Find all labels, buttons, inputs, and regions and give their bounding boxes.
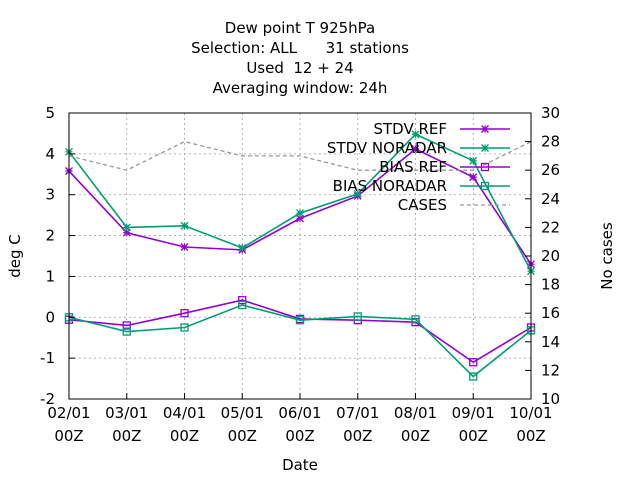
data-point [180,243,189,251]
y-tick-label: 1 [45,267,55,285]
y2-tick-label: 26 [541,161,560,179]
data-point [180,323,189,332]
y-tick-label: 0 [45,308,55,326]
y2-tick-label: 16 [541,304,560,322]
x-tick-label-time: 00Z [112,427,141,445]
data-point [238,243,247,252]
y2-tick-label: 20 [541,247,560,265]
y2-tick-label: 10 [541,390,560,408]
x-tick-label-time: 00Z [401,427,430,445]
series-layer [64,130,536,381]
plot-frame [68,112,532,400]
y2-tick-label: 24 [541,190,560,208]
legend-label: STDV NORADAR [327,139,447,157]
data-point [469,173,478,182]
x-tick-label-time: 00Z [228,427,257,445]
x-tick-label-date: 09/01 [452,404,495,422]
y-axis-label: deg C [6,234,24,278]
title-line-1: Dew point T 925hPa [225,19,375,37]
y-tick-label: 5 [45,104,55,122]
x-tick-label-time: 00Z [170,427,199,445]
x-tick-label-time: 00Z [459,427,488,445]
y2-tick-label: 18 [541,276,560,294]
title-line-2: Selection: ALL 31 stations [191,39,409,57]
x-tick-label-date: 05/01 [221,404,264,422]
y2-tick-label: 14 [541,333,560,351]
data-point [122,327,131,336]
y-tick-label: 2 [45,227,55,245]
legend-marker [480,162,490,172]
legend-label: BIAS NORADAR [333,177,447,195]
data-point [180,309,189,318]
title-line-3: Used 12 + 24 [246,59,353,77]
data-point [122,321,131,330]
title-line-4: Averaging window: 24h [213,79,388,97]
legend-marker [480,181,490,191]
series-line [68,304,532,378]
data-point [469,358,478,367]
y-tick-label: -2 [40,390,55,408]
data-point [411,144,420,153]
x-tick-label-time: 00Z [54,427,83,445]
tick-labels: -2-1012345101214161820222426283002/0100Z… [40,104,560,445]
y-tick-label: 3 [45,186,55,204]
data-point [180,221,189,230]
data-point [411,130,420,139]
data-point [238,295,247,305]
x-tick-label-date: 07/01 [336,404,379,422]
data-point [238,300,247,310]
series-4 [68,140,532,171]
x-tick-label-date: 08/01 [394,404,437,422]
x-tick-label-date: 06/01 [278,404,321,422]
data-point [295,315,305,325]
legend-label: CASES [398,196,447,214]
x-tick-label-date: 04/01 [163,404,206,422]
y2-tick-label: 22 [541,218,560,236]
data-point [353,189,362,198]
series-line [68,299,532,364]
y2-tick-label: 30 [541,104,560,122]
legend-marker [481,144,489,152]
x-tick-label-date: 03/01 [105,404,148,422]
legend-label: STDV REF [373,120,447,138]
data-point [296,209,304,218]
legend-label: BIAS REF [379,158,447,176]
x-tick-label-date: 02/01 [47,404,90,422]
chart-title: Dew point T 925hPa Selection: ALL 31 stat… [191,19,409,97]
y-tick-label: 4 [45,145,55,163]
y2-tick-label: 12 [541,361,560,379]
series-line [68,140,532,171]
y2-axis-label: No cases [598,222,616,290]
x-tick-label-time: 00Z [343,427,372,445]
data-point [469,372,478,381]
data-point [122,223,131,232]
y2-tick-label: 28 [541,133,560,151]
x-axis-label: Date [282,456,318,474]
y-tick-label: -1 [40,349,55,367]
data-point [411,315,420,324]
data-point [353,312,362,321]
x-tick-label-time: 00Z [516,427,545,445]
legend-marker [481,125,489,133]
x-tick-label-time: 00Z [285,427,314,445]
x-tick-label-date: 10/01 [509,404,552,422]
data-point [469,156,478,165]
